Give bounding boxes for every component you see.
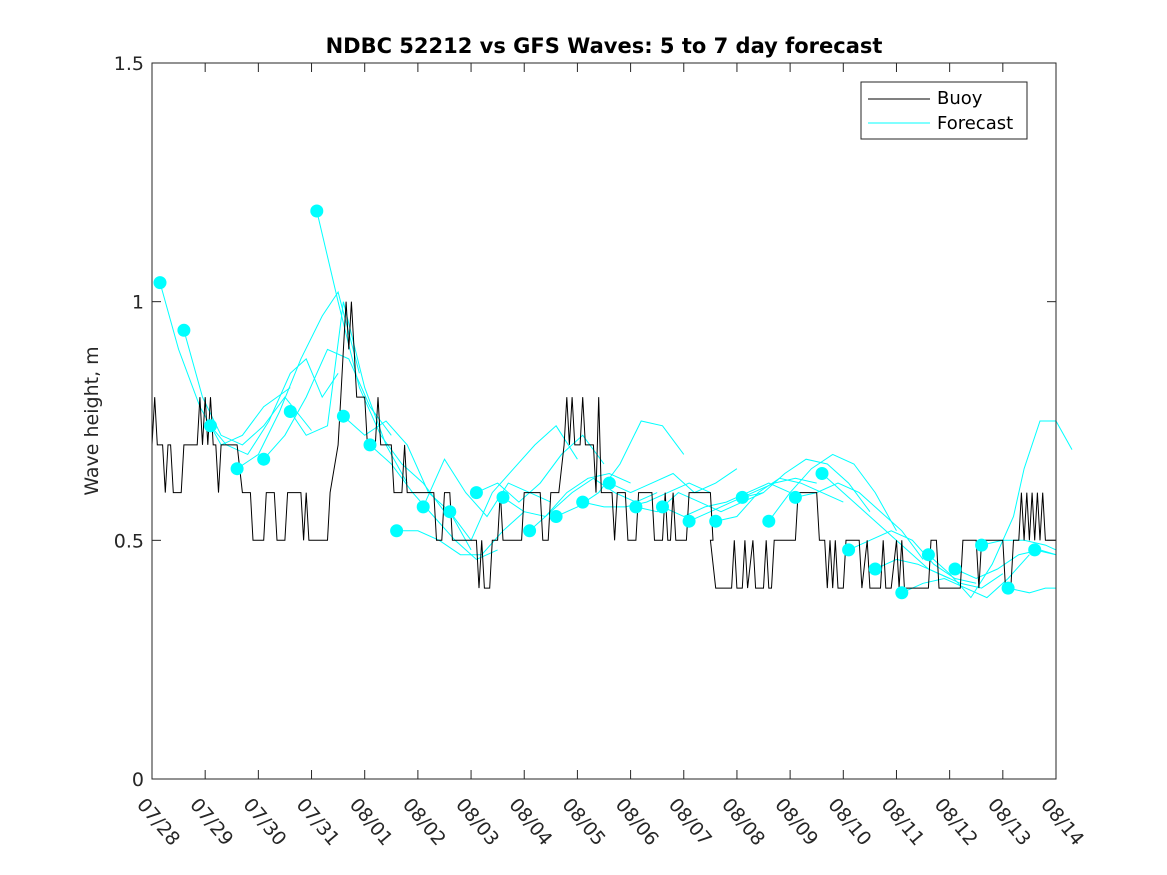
forecast-marker <box>204 419 217 433</box>
forecast-marker <box>975 538 989 552</box>
forecast-marker <box>443 505 457 519</box>
y-tick-label: 1.5 <box>114 53 144 75</box>
forecast-line <box>369 444 498 560</box>
forecast-marker <box>682 514 696 528</box>
forecast-line <box>502 472 631 518</box>
y-axis-label: Wave height, m <box>81 346 103 495</box>
forecast-line <box>874 558 1004 589</box>
forecast-line <box>210 358 339 456</box>
forecast-line <box>236 290 360 470</box>
forecast-marker <box>1001 581 1015 595</box>
forecast-marker <box>177 323 191 337</box>
y-tick-label: 0.5 <box>114 530 144 552</box>
forecast-marker <box>336 409 350 423</box>
forecast-marker <box>735 490 749 504</box>
forecast-line <box>1007 587 1056 594</box>
forecast-line <box>316 210 445 512</box>
chart-title: NDBC 52212 vs GFS Waves: 5 to 7 day fore… <box>326 34 883 58</box>
axes-box <box>151 62 1057 780</box>
forecast-line <box>662 482 791 518</box>
legend: Buoy Forecast <box>860 81 1028 140</box>
forecast-marker <box>921 548 935 562</box>
forecast-marker <box>895 586 909 600</box>
forecast-marker <box>788 490 802 504</box>
forecast-marker <box>257 452 271 466</box>
y-tick-label: 0 <box>132 769 144 791</box>
forecast-marker <box>390 524 404 538</box>
y-tick-label: 1 <box>132 292 144 314</box>
forecast-line <box>742 458 871 512</box>
forecast-marker <box>1028 543 1042 557</box>
forecast-marker <box>629 500 643 514</box>
forecast-line <box>555 420 685 517</box>
forecast-marker <box>523 524 537 538</box>
forecast-marker <box>602 476 616 490</box>
forecast-marker <box>815 467 829 480</box>
forecast-marker <box>363 438 377 452</box>
forecast-marker <box>576 495 590 509</box>
forecast-marker <box>153 276 167 290</box>
plot-area <box>151 204 1073 600</box>
forecast-marker <box>469 486 483 500</box>
forecast-marker <box>416 500 430 514</box>
forecast-marker <box>549 510 563 523</box>
forecast-marker <box>496 490 510 504</box>
forecast-line <box>396 511 525 556</box>
forecast-marker <box>230 462 244 476</box>
forecast-marker <box>283 405 297 418</box>
forecast-line <box>609 468 738 494</box>
forecast-marker <box>842 543 856 557</box>
buoy-line <box>151 301 1056 589</box>
legend-buoy-label: Buoy <box>937 88 983 109</box>
forecast-marker <box>709 514 723 528</box>
forecast-line <box>582 482 711 508</box>
forecast-line <box>928 420 1073 599</box>
forecast-line <box>263 348 392 460</box>
forecast-line <box>768 453 897 532</box>
forecast-marker <box>656 500 669 514</box>
forecast-line <box>954 549 1057 580</box>
forecast-line <box>688 477 817 522</box>
legend-forecast-label: Forecast <box>937 113 1013 134</box>
forecast-line <box>476 434 605 503</box>
forecast-marker <box>310 204 324 218</box>
forecast-line <box>901 554 1030 599</box>
forecast-line <box>848 530 977 584</box>
forecast-marker <box>762 514 776 528</box>
forecast-marker <box>868 562 882 576</box>
forecast-marker <box>948 562 962 576</box>
